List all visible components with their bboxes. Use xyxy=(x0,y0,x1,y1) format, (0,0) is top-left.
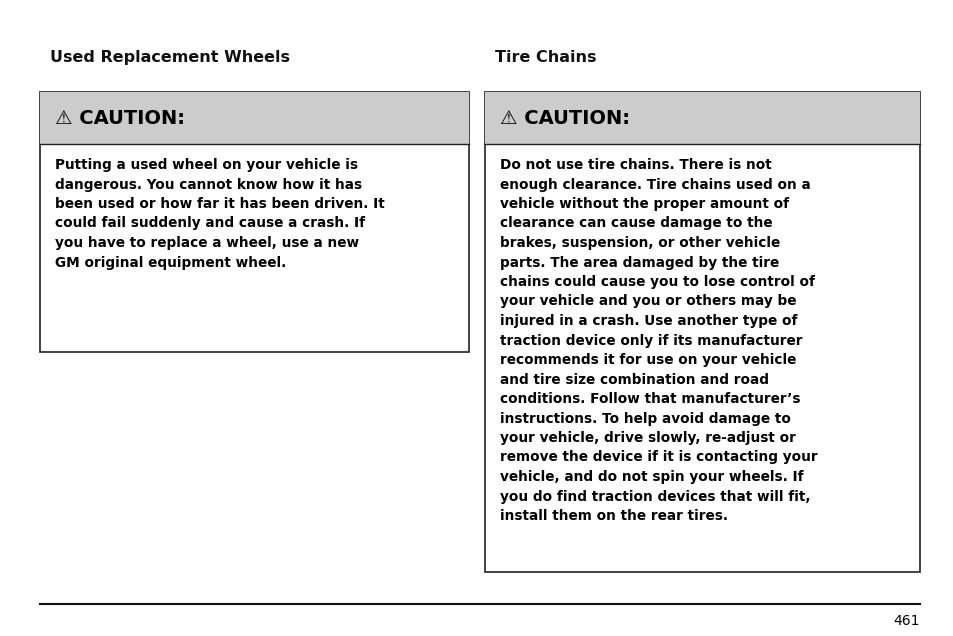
Bar xyxy=(484,92,919,144)
Text: 461: 461 xyxy=(893,614,919,628)
Text: Tire Chains: Tire Chains xyxy=(495,50,596,65)
Bar xyxy=(484,92,919,572)
Text: ⚠ CAUTION:: ⚠ CAUTION: xyxy=(499,109,629,127)
Bar xyxy=(40,92,469,144)
Text: ⚠ CAUTION:: ⚠ CAUTION: xyxy=(55,109,185,127)
Text: Used Replacement Wheels: Used Replacement Wheels xyxy=(50,50,290,65)
Text: Do not use tire chains. There is not
enough clearance. Tire chains used on a
veh: Do not use tire chains. There is not eno… xyxy=(499,158,817,523)
Bar xyxy=(40,92,469,352)
Text: Putting a used wheel on your vehicle is
dangerous. You cannot know how it has
be: Putting a used wheel on your vehicle is … xyxy=(55,158,384,270)
